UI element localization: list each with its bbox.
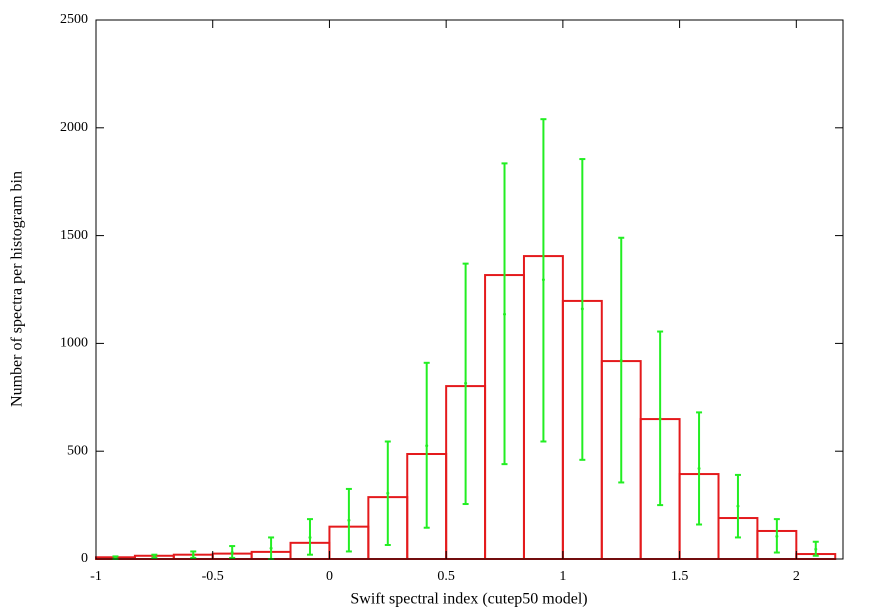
x-tick-label: 2 xyxy=(793,569,800,584)
y-tick-label: 1000 xyxy=(60,336,88,351)
error-point xyxy=(152,555,156,559)
error-point xyxy=(736,504,740,508)
error-point xyxy=(191,553,195,557)
x-tick-label: 1 xyxy=(559,569,566,584)
y-tick-label: 500 xyxy=(67,443,88,458)
plot-frame xyxy=(95,19,844,560)
error-point xyxy=(386,491,390,495)
x-tick-label: -1 xyxy=(90,569,102,584)
x-tick-label: -0.5 xyxy=(202,569,224,584)
y-tick-label: 2500 xyxy=(60,12,88,27)
error-point xyxy=(541,278,545,282)
error-point xyxy=(503,312,507,316)
y-tick-label: 2000 xyxy=(60,120,88,135)
x-tick-label: 1.5 xyxy=(671,569,689,584)
x-tick-label: 0 xyxy=(326,569,333,584)
error-point xyxy=(347,518,351,522)
error-point xyxy=(230,551,234,555)
error-point xyxy=(269,546,273,550)
error-point xyxy=(697,466,701,470)
x-tick-label: 0.5 xyxy=(437,569,455,584)
error-point xyxy=(464,381,468,385)
x-axis-label: Swift spectral index (cutep50 model) xyxy=(350,591,587,608)
error-point xyxy=(775,534,779,538)
y-tick-label: 1500 xyxy=(60,228,88,243)
y-axis-label: Number of spectra per histogram bin xyxy=(9,171,26,407)
error-point xyxy=(308,535,312,539)
error-point xyxy=(580,307,584,311)
error-point xyxy=(425,444,429,448)
error-point xyxy=(658,417,662,421)
error-point xyxy=(619,359,623,363)
error-point xyxy=(814,547,818,551)
y-tick-label: 0 xyxy=(81,551,88,566)
